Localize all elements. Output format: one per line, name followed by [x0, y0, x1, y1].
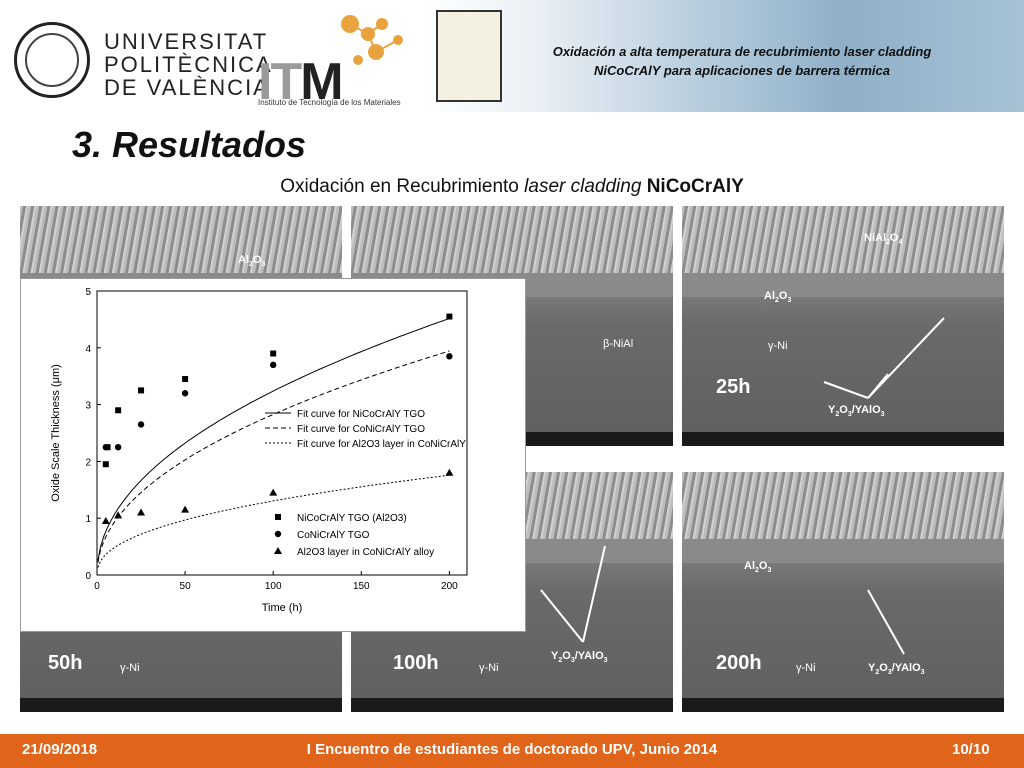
panel-3-phase-label: γ-Ni — [768, 340, 788, 352]
y-tick-label: 5 — [85, 287, 91, 298]
panel-3-y-label: Y2O3/YAlO3 — [828, 404, 885, 419]
panel-6-y-label: Y2O3/YAlO3 — [868, 662, 925, 677]
panel-5-time-label: 100h — [393, 652, 439, 674]
footer-bar — [0, 734, 1024, 768]
y-axis-label: Oxide Scale Thickness (μm) — [50, 364, 62, 502]
panel-1-oxide-label: Al2O3 — [238, 254, 266, 269]
point-circle — [114, 444, 122, 451]
y-tick-label: 0 — [85, 571, 91, 582]
legend-label: Fit curve for Al2O3 layer in CoNiCrAlY — [297, 439, 466, 450]
sem-panel-3: NiAl2O4 Al2O3 γ-Ni 25h Y2O3/YAlO3 — [682, 206, 1004, 446]
itm-logo-text: ITM — [258, 53, 344, 111]
subtitle-bold: NiCoCrAlY — [646, 176, 744, 197]
header-banner — [424, 0, 1024, 112]
point-circle — [446, 353, 453, 360]
panel-4-phase-label: γ-Ni — [120, 662, 140, 674]
panel-3-top-label: NiAl2O4 — [864, 232, 903, 247]
x-tick-label: 200 — [441, 581, 458, 592]
footer-page-number: 10/10 — [952, 741, 990, 758]
legend-marker — [275, 514, 281, 520]
legend-label: CoNiCrAlY TGO — [297, 530, 370, 541]
point-triangle — [445, 468, 454, 476]
fit-curve — [97, 350, 450, 563]
panel-5-y-label: Y2O3/YAlO3 — [551, 650, 608, 665]
point-triangle — [269, 488, 278, 496]
point-triangle — [181, 505, 190, 513]
subtitle-prefix: Oxidación en Recubrimiento — [280, 176, 525, 197]
footer-date: 21/09/2018 — [22, 741, 98, 758]
point-circle — [137, 421, 145, 428]
panel-4-time-label: 50h — [48, 652, 83, 674]
x-tick-label: 0 — [94, 581, 100, 592]
upv-logo-text: UNIVERSITAT POLITÈCNICA DE VALÈNCIA — [104, 30, 273, 99]
x-tick-label: 50 — [180, 581, 192, 592]
panel-5-phase-label: γ-Ni — [479, 662, 499, 674]
legend-label: Fit curve for CoNiCrAlY TGO — [297, 424, 425, 435]
point-triangle — [114, 511, 123, 519]
point-square — [446, 313, 453, 320]
upv-line-3: DE VALÈNCIA — [104, 75, 270, 100]
point-square — [138, 387, 145, 394]
legend-label: NiCoCrAlY TGO (Al2O3) — [297, 513, 407, 524]
legend-marker — [274, 530, 282, 538]
point-triangle — [101, 517, 110, 525]
panel-6-phase-label: γ-Ni — [796, 662, 816, 674]
y-tick-label: 3 — [85, 401, 91, 412]
fit-curve — [97, 474, 450, 568]
panel-6-time-label: 200h — [716, 652, 762, 674]
chart-svg: 0 50 100 150 200 0 1 2 3 4 5 Time (h) Oxide Scale Th… — [50, 287, 468, 614]
panel-2-phase-label: β-NiAl — [603, 338, 634, 350]
oxide-thickness-chart: 0 50 100 150 200 0 1 2 3 4 5 Time (h) Oxide Scale Th… — [20, 278, 526, 632]
itm-molecule-logo — [258, 10, 418, 110]
panel-3-time-label: 25h — [716, 376, 751, 398]
upv-seal-logo — [14, 22, 90, 98]
point-circle — [181, 390, 189, 397]
point-square — [182, 376, 189, 383]
chart-frame — [96, 290, 468, 576]
sem-panel-6: Al2O3 200h γ-Ni Y2O3/YAlO3 — [682, 472, 1004, 712]
panel-6-arrows — [867, 589, 905, 655]
footer-event: I Encuentro de estudiantes de doctorado … — [306, 741, 718, 758]
upv-line-1: UNIVERSITAT — [104, 29, 269, 54]
point-circle — [269, 361, 277, 369]
itm-subtitle: Instituto de Tecnología de los Materiale… — [258, 98, 401, 107]
point-square — [102, 461, 109, 468]
y-tick-label: 1 — [85, 514, 91, 525]
panel-3-arrows — [823, 317, 945, 399]
legend-label: Fit curve for NiCoCrAlY TGO — [297, 409, 425, 420]
subtitle-italic: laser cladding — [524, 176, 642, 197]
crest-logo — [436, 10, 502, 102]
fit-curve — [97, 318, 450, 561]
point-circle — [102, 444, 110, 451]
legend-marker — [274, 547, 282, 554]
presentation-title: Oxidación a alta temperatura de recubrim… — [552, 44, 932, 78]
section-title: 3. Resultados — [72, 124, 307, 165]
x-axis-label: Time (h) — [262, 602, 303, 614]
x-tick-label: 150 — [353, 581, 370, 592]
point-square — [115, 407, 122, 414]
point-square — [270, 350, 277, 357]
legend-label: Al2O3 layer in CoNiCrAlY alloy — [297, 547, 434, 558]
upv-line-2: POLITÈCNICA — [104, 52, 273, 77]
x-tick-label: 100 — [265, 581, 282, 592]
panel-5-arrows — [540, 545, 606, 643]
panel-3-oxide-label: Al2O3 — [764, 290, 792, 305]
point-triangle — [137, 508, 146, 516]
y-tick-label: 4 — [85, 344, 91, 355]
slide-subtitle: Oxidación en Recubrimiento laser claddin… — [0, 176, 1024, 198]
panel-6-oxide-label: Al2O3 — [744, 560, 772, 575]
y-tick-label: 2 — [85, 457, 91, 468]
